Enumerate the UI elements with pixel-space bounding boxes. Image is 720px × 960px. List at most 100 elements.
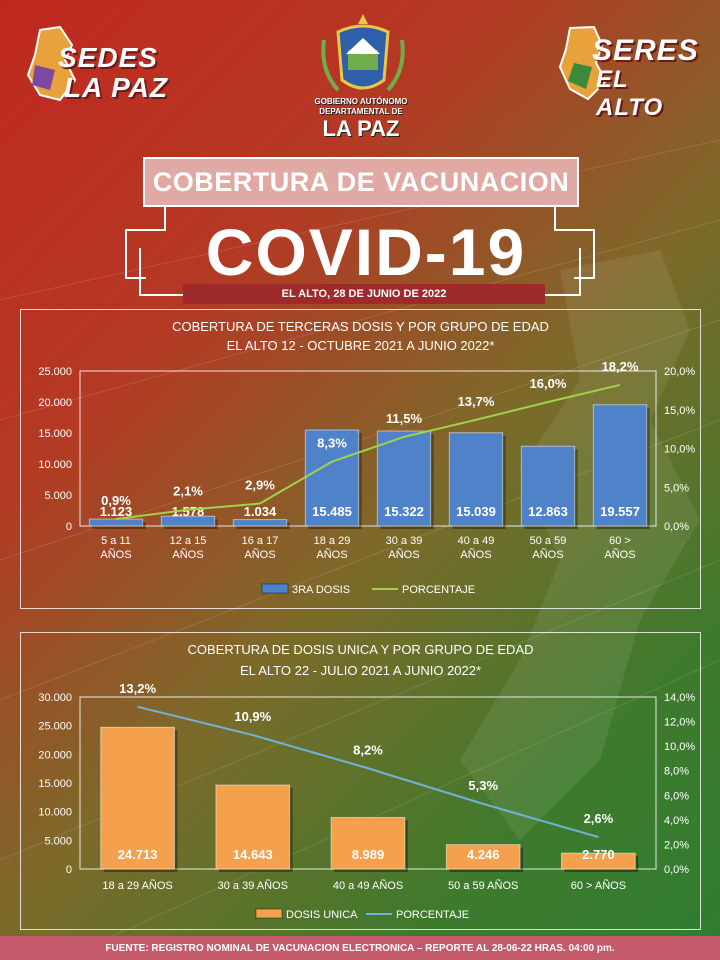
x-tick-label: 5 a 11 — [101, 535, 131, 547]
percent-label: 0,9% — [101, 493, 131, 508]
bar-value-label: 1.123 — [100, 504, 133, 519]
legend-bar-label: 3RA DOSIS — [292, 584, 350, 596]
y2-tick-label: 6,0% — [664, 790, 689, 802]
logo-left-line2: LA PAZ — [64, 72, 168, 103]
y-tick-label: 5.000 — [44, 490, 72, 502]
bar-value-label: 2.770 — [582, 847, 615, 862]
seal-text-line1: GOBIERNO AUTÓNOMO — [314, 97, 408, 106]
chart1-subtitle: EL ALTO 12 - OCTUBRE 2021 A JUNIO 2022* — [226, 338, 495, 353]
percent-label: 11,5% — [386, 411, 423, 426]
x-tick-label: 18 a 29 AÑOS — [102, 879, 172, 892]
x-tick-label: 40 a 49 AÑOS — [333, 879, 403, 892]
x-tick-label: 60 > — [609, 535, 631, 547]
x-tick-label-line2: AÑOS — [244, 548, 275, 561]
bar — [330, 816, 406, 870]
percent-label: 18,2% — [602, 359, 639, 374]
y-tick-label: 15.000 — [38, 778, 72, 790]
y2-tick-label: 20,0% — [664, 366, 695, 378]
page-title: COBERTURA DE VACUNACION — [143, 157, 579, 207]
legend-bar-label: DOSIS UNICA — [286, 909, 358, 921]
y2-tick-label: 5,0% — [664, 482, 689, 494]
bar-value-label: 14.643 — [233, 847, 273, 862]
x-tick-label: 50 a 59 AÑOS — [448, 879, 518, 892]
percent-line — [115, 383, 621, 521]
covid-heading: COVID-19 — [205, 215, 527, 289]
percent-label: 2,6% — [584, 811, 614, 826]
percent-label: 2,9% — [245, 478, 275, 493]
x-tick-label-line2: AÑOS — [172, 548, 203, 561]
source-footer: FUENTE: REGISTRO NOMINAL DE VACUNACION E… — [0, 936, 720, 960]
x-tick-label-line2: AÑOS — [532, 548, 563, 561]
y-tick-label: 0 — [66, 864, 72, 876]
bar — [376, 430, 432, 527]
bar-value-label: 15.485 — [312, 504, 352, 519]
y-tick-label: 30.000 — [38, 692, 72, 704]
x-tick-label: 12 a 15 — [170, 535, 207, 547]
y2-tick-label: 8,0% — [664, 766, 689, 778]
bar — [304, 429, 360, 527]
x-tick-label: 40 a 49 — [458, 535, 495, 547]
y-tick-label: 20.000 — [38, 749, 72, 761]
report-date: EL ALTO, 28 DE JUNIO DE 2022 — [183, 284, 545, 304]
y2-tick-label: 0,0% — [664, 864, 689, 876]
chart1-title: COBERTURA DE TERCERAS DOSIS Y POR GRUPO … — [172, 319, 549, 334]
y-tick-label: 0 — [66, 521, 72, 533]
bar-value-label: 15.322 — [384, 504, 424, 519]
y2-tick-label: 10,0% — [664, 444, 695, 456]
y-tick-label: 25.000 — [38, 721, 72, 733]
percent-label: 5,3% — [468, 778, 498, 793]
chart-single-dose-panel: COBERTURA DE DOSIS UNICA Y POR GRUPO DE … — [20, 632, 701, 930]
percent-label: 16,0% — [530, 376, 567, 391]
bar-value-label: 1.578 — [172, 504, 205, 519]
y2-tick-label: 14,0% — [664, 692, 695, 704]
percent-label: 8,2% — [353, 742, 383, 757]
bar — [561, 852, 636, 870]
percent-line — [137, 705, 599, 839]
seal-text: GOBIERNO AUTÓNOMO DEPARTAMENTAL DE LA PA… — [300, 98, 422, 140]
x-tick-label: 30 a 39 AÑOS — [218, 879, 288, 892]
bar — [592, 404, 648, 527]
percent-label: 13,7% — [458, 394, 495, 409]
bar-value-label: 15.039 — [456, 504, 496, 519]
seres-el-alto-logo: SERES EL ALTO — [552, 18, 702, 121]
y2-tick-label: 0,0% — [664, 521, 689, 533]
y2-tick-label: 4,0% — [664, 815, 689, 827]
x-tick-label: 50 a 59 — [530, 535, 567, 547]
y-tick-label: 10.000 — [38, 807, 72, 819]
x-tick-label-line2: AÑOS — [388, 548, 419, 561]
percent-label: 10,9% — [234, 709, 271, 724]
bar — [448, 432, 504, 527]
bar — [160, 515, 216, 527]
bar-value-label: 24.713 — [118, 847, 158, 862]
bar-value-label: 4.246 — [467, 847, 500, 862]
y2-tick-label: 12,0% — [664, 717, 695, 729]
y-tick-label: 20.000 — [38, 397, 72, 409]
legend-bar-swatch — [261, 583, 289, 594]
x-tick-label: 18 a 29 — [314, 535, 351, 547]
chart2-subtitle: EL ALTO 22 - JULIO 2021 A JUNIO 2022* — [239, 663, 482, 678]
bar — [215, 784, 291, 870]
legend-line-label: PORCENTAJE — [402, 584, 475, 596]
percent-label: 13,2% — [119, 681, 156, 696]
chart2-title: COBERTURA DE DOSIS UNICA Y POR GRUPO DE … — [187, 642, 534, 657]
y2-tick-label: 10,0% — [664, 741, 695, 753]
x-tick-label-line2: AÑOS — [460, 548, 491, 561]
x-tick-label-line2: AÑOS — [100, 548, 131, 561]
seal-emblem-icon — [321, 14, 405, 92]
y-tick-label: 5.000 — [44, 835, 72, 847]
covid-frame — [125, 207, 595, 296]
legend-line-label: PORCENTAJE — [396, 909, 469, 921]
bar — [100, 726, 175, 870]
seal-text-line2: DEPARTAMENTAL DE — [319, 107, 403, 116]
el-alto-map-icon — [558, 25, 608, 101]
y-tick-label: 25.000 — [38, 366, 72, 378]
bar — [445, 844, 521, 870]
legend-bar-swatch — [255, 908, 283, 919]
sedes-la-paz-logo: SEDES LA PAZ — [20, 20, 170, 110]
y-tick-label: 10.000 — [38, 459, 72, 471]
plot-area — [79, 370, 657, 527]
percent-label: 8,3% — [317, 436, 347, 451]
bar — [232, 519, 288, 527]
